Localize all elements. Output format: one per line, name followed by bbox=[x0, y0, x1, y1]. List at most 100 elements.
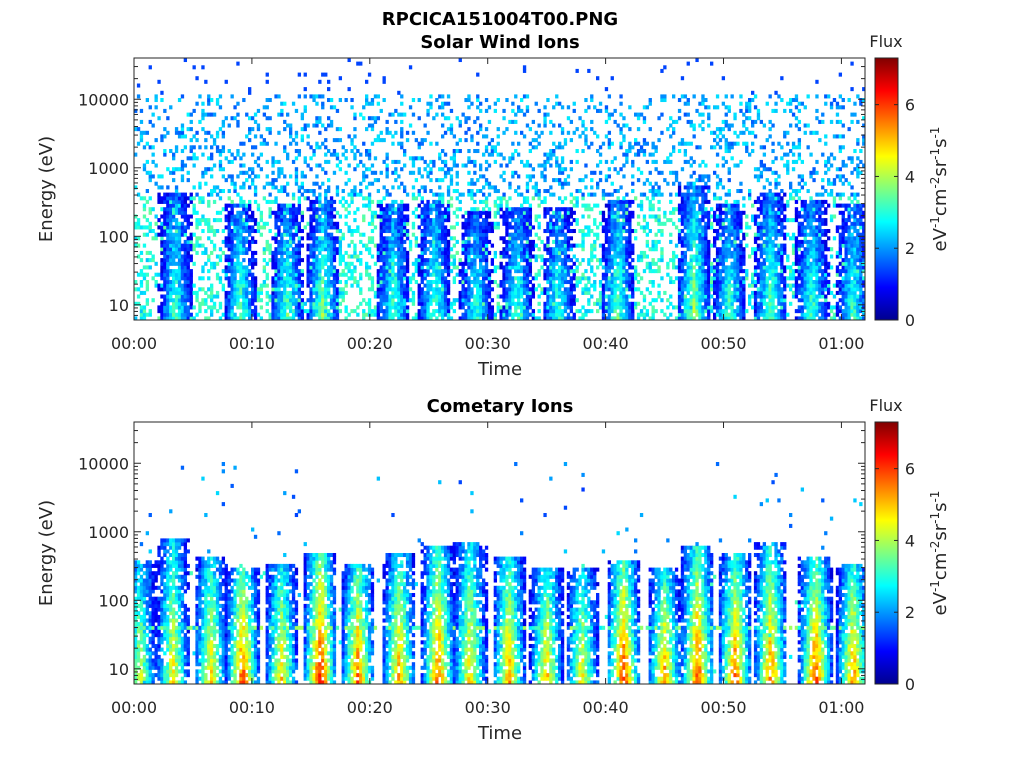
spectrogram-cell bbox=[160, 276, 164, 281]
spectrogram-cell bbox=[566, 105, 571, 110]
spectrogram-cell bbox=[277, 258, 281, 263]
spectrogram-cell bbox=[631, 199, 635, 204]
spectrogram-cell bbox=[607, 203, 612, 208]
spectrogram-cell bbox=[204, 181, 208, 186]
spectrogram-cell bbox=[169, 218, 173, 223]
spectrogram-cell bbox=[365, 312, 369, 317]
spectrogram-cell bbox=[438, 167, 442, 172]
spectrogram-cell bbox=[280, 261, 284, 266]
spectrogram-cell bbox=[382, 79, 386, 84]
spectrogram-cell bbox=[607, 130, 612, 135]
spectrogram-cell bbox=[309, 312, 313, 317]
spectrogram-cell bbox=[417, 167, 421, 172]
spectrogram-cell bbox=[502, 130, 506, 135]
spectrogram-cell bbox=[291, 192, 296, 197]
spectrogram-cell bbox=[540, 290, 544, 295]
spectrogram-cell bbox=[476, 98, 480, 103]
spectrogram-cell bbox=[344, 265, 348, 270]
spectrogram-cell bbox=[619, 239, 623, 244]
spectrogram-cell bbox=[572, 218, 576, 223]
spectrogram-cell bbox=[572, 229, 576, 234]
spectrogram-cell bbox=[294, 225, 299, 230]
spectrogram-cell bbox=[631, 280, 635, 285]
spectrogram-cell bbox=[613, 108, 617, 113]
spectrogram-cell bbox=[432, 199, 436, 204]
spectrogram-cell bbox=[619, 261, 623, 266]
spectrogram-cell bbox=[332, 243, 337, 248]
spectrogram-cell bbox=[391, 316, 395, 321]
spectrogram-cell bbox=[180, 214, 185, 219]
spectrogram-cell bbox=[294, 250, 299, 255]
spectrogram-cell bbox=[484, 261, 489, 266]
spectrogram-cell bbox=[613, 243, 617, 248]
spectrogram-cell bbox=[248, 214, 252, 219]
spectrogram-cell bbox=[534, 218, 538, 223]
spectrogram-cell bbox=[470, 218, 474, 223]
spectrogram-cell bbox=[397, 225, 401, 230]
spectrogram-cell bbox=[581, 149, 585, 154]
spectrogram-cell bbox=[610, 181, 614, 186]
spectrogram-cell bbox=[446, 269, 451, 274]
spectrogram-cell bbox=[394, 236, 398, 241]
spectrogram-cell bbox=[508, 290, 512, 295]
spectrogram-cell bbox=[432, 159, 436, 164]
spectrogram-cell bbox=[470, 181, 474, 186]
spectrogram-cell bbox=[338, 254, 343, 259]
spectrogram-cell bbox=[289, 280, 293, 285]
spectrogram-cell bbox=[212, 199, 217, 204]
spectrogram-cell bbox=[502, 156, 506, 161]
spectrogram-cell bbox=[397, 243, 401, 248]
spectrogram-cell bbox=[315, 290, 319, 295]
spectrogram-cell bbox=[429, 298, 433, 303]
spectrogram-cell bbox=[262, 250, 267, 255]
spectrogram-cell bbox=[622, 290, 626, 295]
spectrogram-cell bbox=[438, 105, 442, 110]
spectrogram-cell bbox=[306, 236, 310, 241]
spectrogram-cell bbox=[283, 316, 287, 321]
spectrogram-cell bbox=[546, 229, 550, 234]
spectrogram-cell bbox=[192, 207, 196, 212]
spectrogram-cell bbox=[619, 309, 623, 314]
spectrogram-cell bbox=[619, 203, 623, 208]
spectrogram-cell bbox=[174, 316, 179, 321]
spectrogram-cell bbox=[400, 283, 404, 288]
spectrogram-cell bbox=[426, 272, 430, 277]
spectrogram-cell bbox=[549, 258, 553, 263]
spectrogram-cell bbox=[514, 309, 518, 314]
spectrogram-cell bbox=[236, 61, 240, 66]
spectrogram-cell bbox=[251, 272, 255, 277]
spectrogram-cell bbox=[236, 119, 240, 124]
spectrogram-cell bbox=[508, 254, 512, 259]
spectrogram-cell bbox=[391, 141, 395, 146]
spectrogram-cell bbox=[443, 283, 448, 288]
spectrogram-cell bbox=[613, 261, 617, 266]
spectrogram-cell bbox=[183, 229, 188, 234]
spectrogram-cell bbox=[262, 105, 267, 110]
spectrogram-cell bbox=[201, 112, 205, 117]
spectrogram-cell bbox=[473, 265, 477, 270]
spectrogram-cell bbox=[215, 272, 220, 277]
spectrogram-cell bbox=[645, 239, 650, 244]
spectrogram-cell bbox=[297, 290, 302, 295]
spectrogram-cell bbox=[514, 218, 518, 223]
spectrogram-cell bbox=[283, 101, 287, 106]
spectrogram-cell bbox=[482, 185, 486, 190]
spectrogram-cell bbox=[631, 312, 635, 317]
spectrogram-cell bbox=[622, 207, 626, 212]
spectrogram-cell bbox=[607, 229, 612, 234]
spectrogram-cell bbox=[166, 210, 170, 215]
spectrogram-cell bbox=[289, 221, 293, 226]
spectrogram-cell bbox=[367, 101, 372, 106]
spectrogram-cell bbox=[385, 225, 389, 230]
spectrogram-cell bbox=[303, 225, 307, 230]
spectrogram-cell bbox=[555, 163, 559, 168]
spectrogram-cell bbox=[426, 312, 430, 317]
spectrogram-cell bbox=[549, 149, 553, 154]
spectrogram-cell bbox=[370, 181, 375, 186]
spectrogram-cell bbox=[596, 134, 600, 139]
spectrogram-cell bbox=[520, 236, 524, 241]
spectrogram-cell bbox=[183, 265, 188, 270]
spectrogram-cell bbox=[522, 250, 527, 255]
spectrogram-cell bbox=[493, 265, 498, 270]
spectrogram-cell bbox=[291, 214, 296, 219]
